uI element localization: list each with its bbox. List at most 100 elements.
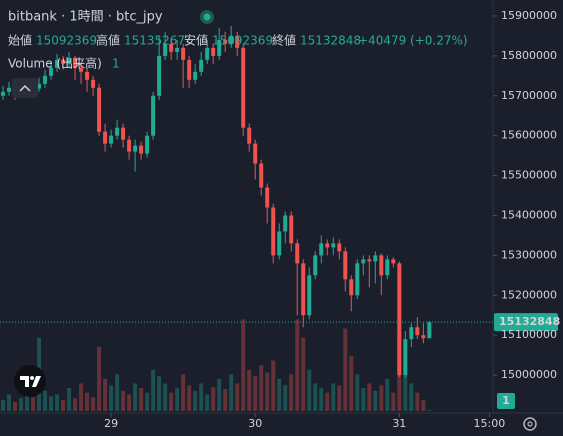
candle-body	[109, 135, 114, 144]
candle-body	[235, 35, 240, 48]
candle-body	[337, 243, 342, 252]
candle-body	[397, 263, 402, 376]
volume-bar	[211, 387, 216, 411]
tv-logo[interactable]	[14, 365, 46, 397]
volume-bar	[43, 390, 48, 411]
change: +40479 (+0.27%)	[358, 34, 468, 48]
last-price-label: 15132848	[499, 315, 560, 328]
volume-bar	[13, 401, 18, 411]
volume-bar	[217, 378, 222, 411]
volume-bar	[373, 390, 378, 411]
candle-body	[73, 57, 78, 68]
collapse-button-bg[interactable]	[12, 78, 38, 98]
x-tick-label: 31	[392, 417, 406, 430]
last-price-box	[494, 313, 558, 332]
candle-body	[223, 39, 228, 44]
ohlc-label: 安値	[184, 33, 208, 48]
candle-body	[67, 57, 72, 64]
ohlc-value: 15132848	[300, 34, 361, 48]
candle-body	[49, 67, 54, 76]
volume-bar	[127, 394, 132, 411]
volume-bar	[181, 374, 186, 411]
volume-bar	[49, 396, 54, 411]
volume-bar	[169, 392, 174, 411]
candle-body	[115, 127, 120, 136]
volume-bar	[19, 398, 24, 411]
volume-bar	[73, 398, 78, 411]
volume-bar	[175, 388, 180, 411]
candle-body	[145, 135, 150, 154]
x-tick-label: 30	[248, 417, 262, 430]
candle-body	[301, 263, 306, 316]
volume-bar	[277, 378, 282, 411]
candle-body	[313, 255, 318, 276]
candle-body	[103, 131, 108, 144]
volume-bar	[307, 369, 312, 411]
y-tick-label: 15300000	[501, 248, 557, 261]
candle-body	[277, 231, 282, 256]
volume-bar	[229, 374, 234, 411]
volume-bar	[139, 388, 144, 411]
candle-body	[271, 207, 276, 256]
volume-bar	[427, 410, 432, 411]
volume-bar	[415, 392, 420, 411]
volume-value: 1	[112, 57, 120, 71]
candle-body	[331, 243, 336, 248]
overlay-layer: 15132848 1	[0, 313, 560, 409]
volume-bar	[331, 383, 336, 411]
last-volume-box	[497, 393, 515, 409]
candle-body	[361, 259, 366, 264]
candle-body	[241, 47, 246, 128]
volume-bar	[145, 392, 150, 411]
collapse-icon[interactable]	[19, 84, 31, 92]
candle-body	[373, 255, 378, 262]
volume-bar	[385, 378, 390, 411]
candle-body	[349, 279, 354, 296]
settings-button[interactable]	[523, 417, 537, 431]
gear-center[interactable]	[527, 421, 533, 427]
y-tick-label: 15800000	[501, 49, 557, 62]
volume-bar	[313, 383, 318, 411]
candle-body	[157, 55, 162, 96]
candle-body	[385, 259, 390, 276]
volume-bar	[199, 383, 204, 411]
candle-body	[127, 139, 132, 152]
ohlc-label: 終値	[272, 33, 296, 48]
collapse-button[interactable]	[12, 78, 38, 98]
volume-bar	[349, 356, 354, 411]
y-tick-label: 15700000	[501, 89, 557, 102]
status-dot	[203, 13, 211, 21]
y-tick-label: 15400000	[501, 208, 557, 221]
candle-body	[55, 59, 60, 68]
candle-body	[403, 339, 408, 376]
y-tick-label: 15600000	[501, 129, 557, 142]
ohlc-value: 15135267	[124, 34, 185, 48]
candle-body	[43, 75, 48, 84]
candle-body	[379, 255, 384, 276]
candle-body	[61, 59, 66, 64]
volume-bar	[409, 383, 414, 411]
tv-logo-bg[interactable]	[14, 365, 46, 397]
candle-body	[139, 145, 144, 154]
candle-body	[121, 127, 126, 140]
tv-logo-mark[interactable]	[20, 376, 41, 387]
volume-bar	[259, 365, 264, 411]
candle-body	[133, 145, 138, 152]
candle-body	[265, 187, 270, 208]
ohlc-value: 15092369	[36, 34, 97, 48]
y-tick-label: 15900000	[501, 9, 557, 22]
candle-body	[253, 143, 258, 164]
volume-bar	[25, 392, 30, 411]
candle-layer	[1, 25, 432, 378]
volume-bar	[133, 383, 138, 411]
volume-bar	[319, 388, 324, 411]
volume-layer	[1, 319, 432, 411]
gear-ring[interactable]	[523, 417, 537, 431]
x-tick-label: 15:00	[474, 417, 506, 430]
volume-bar	[403, 365, 408, 411]
volume-bar	[193, 390, 198, 411]
candle-body	[415, 327, 420, 336]
volume-bar	[157, 376, 162, 411]
